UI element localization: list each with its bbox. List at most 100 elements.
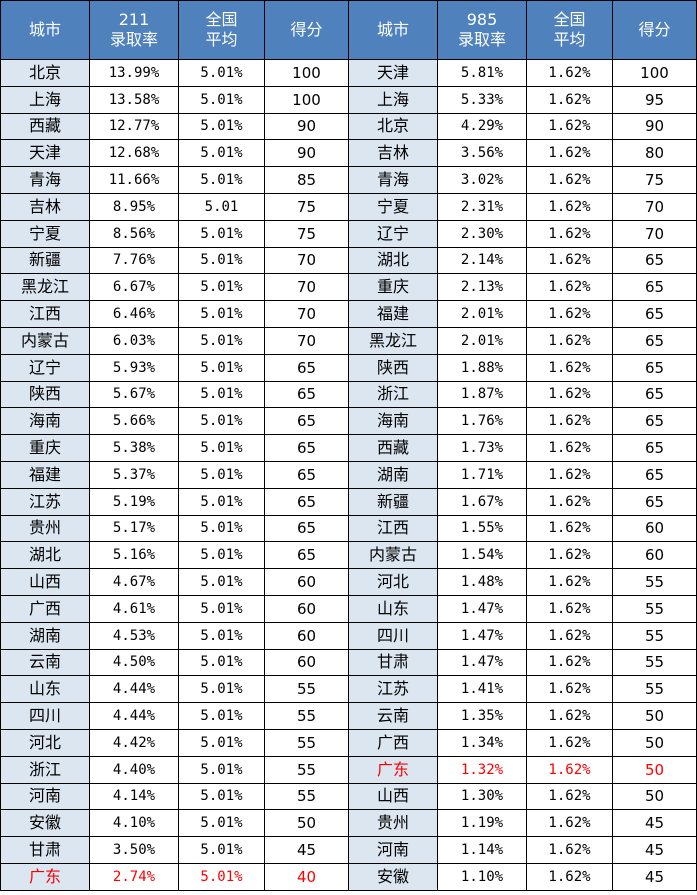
rate-985-cell: 2.14% (437, 246, 527, 275)
score-985-cell: 65 (612, 246, 697, 275)
rate-211-cell: 4.14% (89, 782, 179, 811)
table-row: 内蒙古 6.03% 5.01% 70 黑龙江 2.01% 1.62% 65 (0, 326, 697, 355)
score-211-cell: 70 (264, 300, 349, 328)
score-985-cell: 95 (612, 85, 697, 114)
city-211-cell: 内蒙古 (0, 326, 90, 355)
city-211-cell: 江西 (0, 300, 90, 328)
avg-211-cell: 5.01% (178, 862, 265, 891)
rate-985-cell: 3.02% (437, 166, 527, 194)
score-985-cell: 80 (612, 139, 697, 168)
table-row: 黑龙江 6.67% 5.01% 70 重庆 2.13% 1.62% 65 (0, 273, 697, 302)
avg-211-cell: 5.01% (178, 702, 265, 730)
city-211-cell: 广东 (0, 862, 90, 891)
score-211-cell: 85 (264, 166, 349, 194)
avg-985-cell: 1.62% (526, 112, 613, 141)
table-row: 宁夏 8.56% 5.01% 75 辽宁 2.30% 1.62% 70 (0, 219, 697, 248)
rate-985-cell: 1.14% (437, 836, 527, 864)
rate-211-cell: 5.19% (89, 487, 179, 516)
rate-211-cell: 13.58% (89, 85, 179, 114)
city-985-cell: 北京 (348, 112, 438, 141)
city-985-cell: 河南 (348, 836, 438, 864)
city-211-cell: 安徽 (0, 809, 90, 838)
rate-211-cell: 8.95% (89, 192, 179, 221)
score-211-cell: 60 (264, 594, 349, 623)
rate-985-cell: 1.73% (437, 434, 527, 462)
header-score-211: 得分 (264, 0, 349, 60)
rate-985-cell: 2.13% (437, 273, 527, 302)
avg-211-cell: 5.01% (178, 273, 265, 302)
score-211-cell: 40 (264, 862, 349, 891)
rate-985-cell: 1.10% (437, 862, 527, 891)
city-211-cell: 北京 (0, 59, 90, 87)
avg-211-cell: 5.01% (178, 621, 265, 650)
score-985-cell: 50 (612, 702, 697, 730)
rate-985-cell: 3.56% (437, 139, 527, 168)
rate-985-cell: 2.01% (437, 326, 527, 355)
table-row: 广东 2.74% 5.01% 40 安徽 1.10% 1.62% 45 (0, 862, 697, 891)
avg-985-cell: 1.62% (526, 702, 613, 730)
avg-985-cell: 1.62% (526, 594, 613, 623)
city-211-cell: 云南 (0, 648, 90, 677)
avg-985-cell: 1.62% (526, 648, 613, 677)
avg-985-cell: 1.62% (526, 166, 613, 194)
score-985-cell: 50 (612, 782, 697, 811)
rate-985-cell: 2.01% (437, 300, 527, 328)
score-985-cell: 70 (612, 219, 697, 248)
city-985-cell: 新疆 (348, 487, 438, 516)
city-985-cell: 广东 (348, 755, 438, 784)
avg-211-cell: 5.01% (178, 112, 265, 141)
avg-985-cell: 1.62% (526, 541, 613, 570)
score-211-cell: 65 (264, 353, 349, 382)
score-985-cell: 65 (612, 300, 697, 328)
rate-211-cell: 5.17% (89, 514, 179, 543)
score-985-cell: 45 (612, 862, 697, 891)
table-row: 吉林 8.95% 5.01 75 宁夏 2.31% 1.62% 70 (0, 192, 697, 221)
score-985-cell: 65 (612, 326, 697, 355)
city-211-cell: 海南 (0, 407, 90, 436)
table-row: 河北 4.42% 5.01% 55 广西 1.34% 1.62% 50 (0, 728, 697, 757)
city-211-cell: 广西 (0, 594, 90, 623)
city-985-cell: 重庆 (348, 273, 438, 302)
table-body: 北京 13.99% 5.01% 100 天津 5.81% 1.62% 100 上海 13.58% 5… (0, 59, 697, 891)
header-city-985: 城市 (348, 0, 438, 60)
city-985-cell: 海南 (348, 407, 438, 436)
avg-211-cell: 5.01% (178, 836, 265, 864)
header-rate-211: 211 录取率 (89, 0, 179, 60)
avg-211-cell: 5.01% (178, 568, 265, 596)
rate-985-cell: 4.29% (437, 112, 527, 141)
score-985-cell: 45 (612, 836, 697, 864)
table-row: 江西 6.46% 5.01% 70 福建 2.01% 1.62% 65 (0, 300, 697, 328)
avg-985-cell: 1.62% (526, 139, 613, 168)
rate-985-cell: 2.30% (437, 219, 527, 248)
rate-211-cell: 6.46% (89, 300, 179, 328)
avg-211-cell: 5.01% (178, 300, 265, 328)
avg-211-cell: 5.01% (178, 380, 265, 409)
table-row: 上海 13.58% 5.01% 100 上海 5.33% 1.62% 95 (0, 85, 697, 114)
rate-985-cell: 1.47% (437, 594, 527, 623)
city-985-cell: 甘肃 (348, 648, 438, 677)
rate-985-cell: 1.32% (437, 755, 527, 784)
avg-211-cell: 5.01% (178, 755, 265, 784)
rate-211-cell: 2.74% (89, 862, 179, 891)
city-985-cell: 青海 (348, 166, 438, 194)
header-avg-211-line1: 全国 (205, 10, 238, 29)
avg-985-cell: 1.62% (526, 675, 613, 704)
table-row: 山东 4.44% 5.01% 55 江苏 1.41% 1.62% 55 (0, 675, 697, 704)
avg-985-cell: 1.62% (526, 85, 613, 114)
avg-211-cell: 5.01% (178, 460, 265, 489)
city-211-cell: 甘肃 (0, 836, 90, 864)
rate-985-cell: 2.31% (437, 192, 527, 221)
rate-985-cell: 1.67% (437, 487, 527, 516)
city-211-cell: 福建 (0, 460, 90, 489)
rate-211-cell: 12.68% (89, 139, 179, 168)
header-score-985: 得分 (612, 0, 697, 60)
score-985-cell: 65 (612, 407, 697, 436)
city-985-cell: 内蒙古 (348, 541, 438, 570)
score-985-cell: 60 (612, 541, 697, 570)
avg-985-cell: 1.62% (526, 836, 613, 864)
table-row: 山西 4.67% 5.01% 60 河北 1.48% 1.62% 55 (0, 568, 697, 596)
city-211-cell: 青海 (0, 166, 90, 194)
score-211-cell: 65 (264, 541, 349, 570)
score-985-cell: 70 (612, 192, 697, 221)
city-211-cell: 陕西 (0, 380, 90, 409)
